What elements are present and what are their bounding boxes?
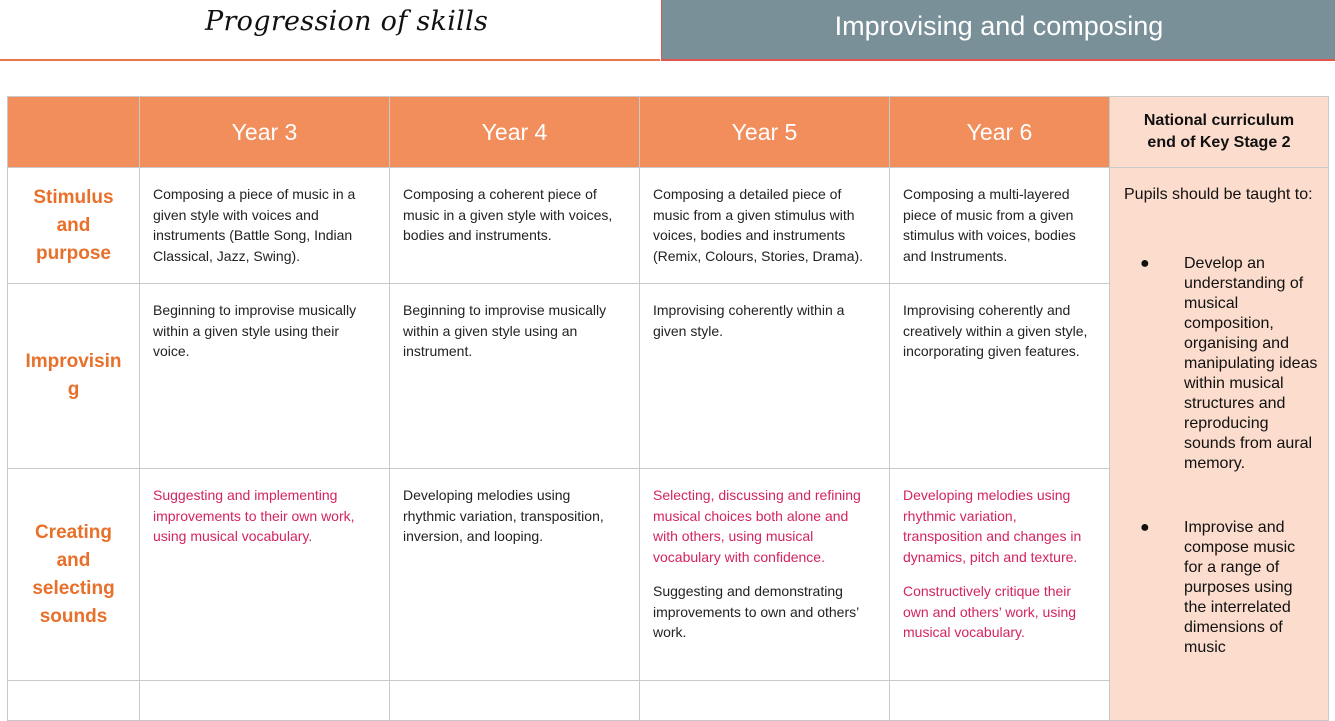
cell-text: Developing melodies using rhythmic varia… xyxy=(903,487,1082,566)
table-cell: Beginning to improvise musically within … xyxy=(139,283,390,469)
nc-intro: Pupils should be taught to: xyxy=(1124,186,1313,203)
row-heading-line: and xyxy=(56,214,91,236)
corner-cell xyxy=(7,96,140,168)
cell-text: Composing a coherent piece of music in a… xyxy=(403,186,613,244)
column-header-year-4: Year 4 xyxy=(389,96,640,168)
table-row-improvising: Improvisin g Beginning to improvise musi… xyxy=(7,283,1329,469)
row-heading-improvising: Improvisin g xyxy=(7,283,140,469)
header-right: Improvising and composing xyxy=(661,0,1335,61)
table-cell: Improvising coherently and creatively wi… xyxy=(889,283,1110,469)
row-heading-line: selecting xyxy=(32,577,115,599)
nc-bullet: ● Develop an understanding of musical co… xyxy=(1124,254,1318,474)
nc-bullet: ● Improvise and compose music for a rang… xyxy=(1124,518,1318,658)
table-row-creating: Creating and selecting sounds Suggesting… xyxy=(7,468,1329,681)
cell-text: Suggesting and implementing improvements… xyxy=(153,487,355,545)
cell-text: Improvising coherently and creatively wi… xyxy=(903,302,1088,360)
row-heading-line: Creating xyxy=(34,521,113,543)
cell-text: Beginning to improvise musically within … xyxy=(403,302,607,360)
cell-text: Selecting, discussing and refining music… xyxy=(653,487,861,566)
row-heading-line: sounds xyxy=(39,605,108,627)
national-curriculum-header: National curriculum end of Key Stage 2 xyxy=(1109,96,1329,168)
row-heading-stimulus: Stimulus and purpose xyxy=(7,167,140,284)
header-left-title: Progression of skills xyxy=(205,6,489,37)
column-header-year-3: Year 3 xyxy=(139,96,390,168)
table-cell: Developing melodies using rhythmic varia… xyxy=(389,468,640,681)
nc-bullet-text: Improvise and compose music for a range … xyxy=(1184,519,1296,656)
row-heading-line: Improvisin xyxy=(25,351,122,372)
row-heading-creating: Creating and selecting sounds xyxy=(7,468,140,681)
nc-bullet-text: Develop an understanding of musical comp… xyxy=(1184,255,1318,472)
table-cell: Composing a detailed piece of music from… xyxy=(639,167,890,284)
row-heading-line: g xyxy=(67,379,80,400)
cell-text: Improvising coherently within a given st… xyxy=(653,302,845,339)
cell-text: Composing a detailed piece of music from… xyxy=(653,186,864,265)
cell-text: Developing melodies using rhythmic varia… xyxy=(403,487,604,545)
bullet-dot: ● xyxy=(1140,255,1150,272)
cell-text: Suggesting and demonstrating improvement… xyxy=(653,582,859,641)
row-heading-line: purpose xyxy=(36,242,111,264)
table-cell: Selecting, discussing and refining music… xyxy=(639,468,890,681)
cell-text: Composing a multi-layered piece of music… xyxy=(903,186,1076,265)
table-cell: Suggesting and implementing improvements… xyxy=(139,468,390,681)
column-header-year-5: Year 5 xyxy=(639,96,890,168)
table-cell: Composing a multi-layered piece of music… xyxy=(889,167,1110,284)
table-cell: Developing melodies using rhythmic varia… xyxy=(889,468,1110,681)
nc-title-line2: end of Key Stage 2 xyxy=(1147,134,1291,151)
bullet-dot: ● xyxy=(1140,519,1150,536)
national-curriculum-body: Pupils should be taught to: ● Develop an… xyxy=(1109,167,1329,721)
table-cell: Composing a piece of music in a given st… xyxy=(139,167,390,284)
table-cell: Beginning to improvise musically within … xyxy=(389,283,640,469)
table-cell: Improvising coherently within a given st… xyxy=(639,283,890,469)
cell-text: Beginning to improvise musically within … xyxy=(153,302,357,360)
header-right-title: Improvising and composing xyxy=(834,11,1164,41)
table-header-row: Year 3 Year 4 Year 5 Year 6 National cur… xyxy=(7,96,1329,168)
cell-text: Composing a piece of music in a given st… xyxy=(153,186,356,265)
table-row-stimulus: Stimulus and purpose Composing a piece o… xyxy=(7,167,1329,721)
skills-table: Year 3 Year 4 Year 5 Year 6 National cur… xyxy=(7,96,1329,721)
row-heading-line: Stimulus xyxy=(33,186,114,208)
header-left: Progression of skills xyxy=(0,0,660,61)
column-header-year-6: Year 6 xyxy=(889,96,1110,168)
nc-title-line1: National curriculum xyxy=(1143,112,1295,129)
row-heading-line: and xyxy=(56,549,91,571)
table-cell: Composing a coherent piece of music in a… xyxy=(389,167,640,284)
cell-text: Constructively critique their own and ot… xyxy=(903,582,1077,641)
